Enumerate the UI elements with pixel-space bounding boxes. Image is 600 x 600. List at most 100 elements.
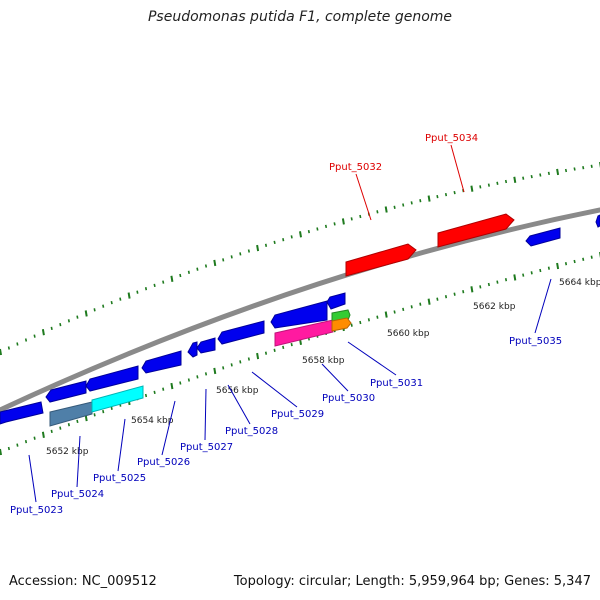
gene-arrow[interactable] <box>274 319 334 347</box>
minor-tick <box>187 378 190 382</box>
minor-tick <box>16 443 19 447</box>
major-tick <box>213 367 217 375</box>
minor-tick <box>376 315 379 319</box>
minor-tick <box>162 280 165 284</box>
gene-arrow[interactable] <box>45 380 87 403</box>
major-tick <box>513 176 517 183</box>
minor-tick <box>539 268 542 273</box>
gene-arrow[interactable] <box>437 213 515 248</box>
minor-tick <box>144 393 148 398</box>
major-tick <box>556 262 560 270</box>
minor-tick <box>419 302 422 306</box>
minor-tick <box>33 436 36 440</box>
gene-label-pput-5030[interactable]: Pput_5030 <box>322 393 375 404</box>
minor-tick <box>239 360 242 364</box>
minor-tick <box>539 173 542 177</box>
minor-tick <box>564 262 568 266</box>
gene-arrow[interactable] <box>270 300 328 329</box>
minor-tick <box>522 176 525 180</box>
minor-tick <box>436 194 439 199</box>
minor-tick <box>530 271 533 275</box>
gene-arrow[interactable] <box>217 320 265 345</box>
minor-tick <box>93 413 96 417</box>
gene-arrow[interactable] <box>196 337 216 354</box>
minor-tick <box>110 300 113 305</box>
minor-tick <box>444 192 448 197</box>
minor-tick <box>24 439 28 444</box>
gene-arrow[interactable] <box>331 317 352 332</box>
minor-tick <box>419 199 422 203</box>
label-leader-lines <box>28 144 552 503</box>
minor-tick <box>453 292 456 296</box>
upper-tick-track <box>0 162 600 356</box>
gene-arrow[interactable] <box>85 365 139 392</box>
minor-tick <box>479 285 482 289</box>
gene-arrow[interactable] <box>91 385 144 413</box>
minor-tick <box>324 224 328 229</box>
minor-tick <box>522 273 525 277</box>
minor-tick <box>367 318 370 322</box>
kbp-scale: 5652 kbp 5654 kbp 5656 kbp 5658 kbp 5660… <box>46 278 600 457</box>
minor-tick <box>204 372 208 376</box>
major-tick <box>470 286 474 293</box>
gene-arrow[interactable] <box>595 214 600 228</box>
minor-tick <box>402 307 405 312</box>
minor-tick <box>179 381 182 385</box>
gene-label-pput-5034[interactable]: Pput_5034 <box>425 133 478 144</box>
minor-tick <box>7 446 10 451</box>
gene-label-pput-5027[interactable]: Pput_5027 <box>180 442 233 453</box>
minor-tick <box>67 423 70 427</box>
major-tick <box>470 185 474 192</box>
minor-tick <box>24 338 28 342</box>
gene-label-pput-5031[interactable]: Pput_5031 <box>370 378 423 389</box>
minor-tick <box>444 295 448 299</box>
major-tick <box>513 274 517 281</box>
gene-label-pput-5032[interactable]: Pput_5032 <box>329 162 382 173</box>
minor-tick <box>530 174 533 179</box>
gene-label-pput-5024[interactable]: Pput_5024 <box>51 489 104 500</box>
minor-tick <box>316 227 319 231</box>
minor-tick <box>487 282 490 287</box>
minor-tick <box>479 185 482 189</box>
gene-arrow[interactable] <box>345 243 417 277</box>
minor-tick <box>410 201 413 205</box>
gene-label-pput-5028[interactable]: Pput_5028 <box>225 426 278 437</box>
major-tick <box>427 195 431 202</box>
minor-tick <box>222 258 225 262</box>
minor-tick <box>67 319 70 323</box>
major-tick <box>0 448 2 456</box>
gene-arrow[interactable] <box>187 341 198 358</box>
gene-arrow[interactable] <box>525 227 561 247</box>
minor-tick <box>590 255 593 259</box>
major-tick <box>256 352 260 360</box>
minor-tick <box>110 406 113 410</box>
gene-label-pput-5026[interactable]: Pput_5026 <box>137 457 190 468</box>
gene-label-pput-5029[interactable]: Pput_5029 <box>271 409 324 420</box>
reverse-strand-genes <box>0 214 600 425</box>
gene-label-pput-5025[interactable]: Pput_5025 <box>93 473 146 484</box>
minor-tick <box>564 168 568 173</box>
minor-tick <box>196 267 199 271</box>
major-tick <box>170 275 174 282</box>
other-features <box>49 309 352 427</box>
minor-tick <box>582 257 585 261</box>
minor-tick <box>247 357 250 361</box>
minor-tick <box>582 166 585 170</box>
gene-arrow[interactable] <box>326 292 346 310</box>
minor-tick <box>410 305 413 309</box>
genome-backbone <box>0 207 600 413</box>
minor-tick <box>359 214 362 219</box>
gene-label-pput-5035[interactable]: Pput_5035 <box>509 336 562 347</box>
minor-tick <box>59 322 62 327</box>
minor-tick <box>273 348 276 352</box>
minor-tick <box>359 320 362 325</box>
gene-arrow[interactable] <box>0 401 44 425</box>
kbp-tick-label: 5664 kbp <box>559 278 600 288</box>
gene-arrow[interactable] <box>49 401 93 427</box>
minor-tick <box>290 235 293 239</box>
minor-tick <box>7 346 10 350</box>
gene-arrow[interactable] <box>141 350 182 374</box>
kbp-tick-label: 5652 kbp <box>46 447 89 457</box>
gene-label-pput-5023[interactable]: Pput_5023 <box>10 505 63 516</box>
